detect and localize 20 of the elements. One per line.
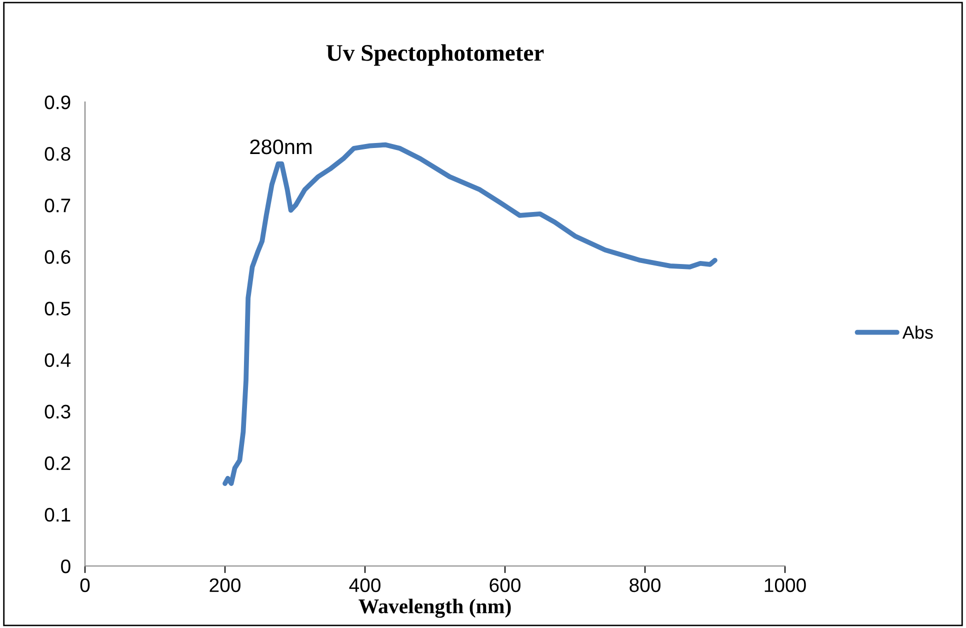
y-tick-label: 0.8 <box>44 147 70 161</box>
chart-title: Uv Spectophotometer <box>326 44 544 66</box>
x-tick-label: 800 <box>630 578 660 592</box>
x-tick-label: 400 <box>349 578 380 592</box>
y-tick-label: 0.1 <box>44 508 70 522</box>
x-tick-label: 200 <box>210 578 240 592</box>
x-tick-label: 1000 <box>764 578 806 592</box>
y-tick-label: 0.3 <box>44 404 70 419</box>
annotation: 280nm <box>250 139 312 154</box>
y-tick-label: 0.6 <box>44 250 70 264</box>
x-tick-label: 600 <box>490 578 520 592</box>
legend-label: Abs <box>902 326 933 339</box>
y-tick-label: 0.5 <box>44 302 70 316</box>
y-tick-label: 0.4 <box>44 353 71 368</box>
y-tick-label: 0.7 <box>44 198 70 212</box>
x-axis-title: Wavelength (nm) <box>358 598 511 618</box>
y-tick-label: 0.2 <box>44 456 70 470</box>
y-tick-label: 0.9 <box>44 95 70 110</box>
y-tick-label: 0 <box>61 559 70 574</box>
x-tick-label: 0 <box>80 578 90 592</box>
